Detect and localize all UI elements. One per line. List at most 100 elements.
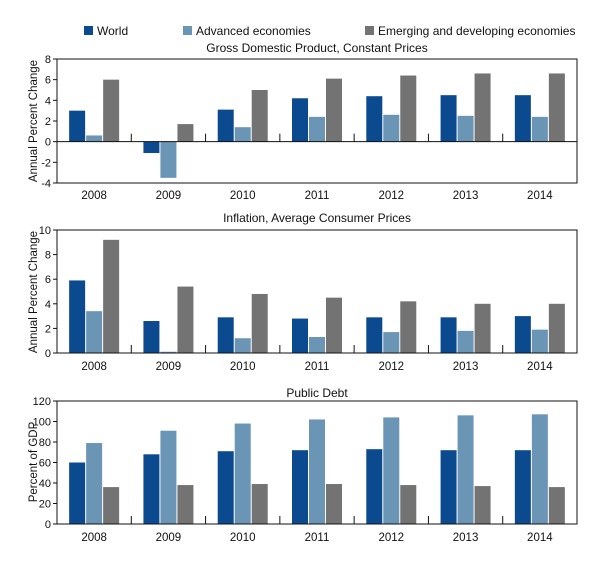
bar-advanced-2013 <box>457 415 474 524</box>
bar-world-2013 <box>440 95 457 142</box>
legend-label-emerging: Emerging and developing economies <box>378 24 575 38</box>
bar-advanced-2010 <box>234 127 251 142</box>
bar-emerging-2010 <box>251 484 268 524</box>
bar-world-2011 <box>292 98 308 142</box>
inflation-panel: Inflation, Average Consumer Prices Annual… <box>28 211 578 373</box>
bar-world-2011 <box>292 450 308 524</box>
bar-world-2011 <box>292 318 308 353</box>
y-axis-label: Annual Percent Change <box>28 60 40 182</box>
legend-label-advanced: Advanced economies <box>196 24 311 38</box>
bar-world-2008 <box>69 462 86 524</box>
x-tick-label: 2011 <box>305 361 330 373</box>
plot-frame <box>56 58 578 184</box>
bar-advanced-2008 <box>86 443 103 524</box>
bar-emerging-2008 <box>103 79 120 142</box>
y-tick-label: 8 <box>45 54 51 66</box>
bar-emerging-2012 <box>400 301 417 353</box>
chart-title: Gross Domestic Product, Constant Prices <box>206 41 427 55</box>
bar-world-2009 <box>143 321 160 353</box>
bar-advanced-2014 <box>531 116 548 142</box>
legend-label-world: World <box>97 24 128 38</box>
y-tick-label: 20 <box>39 499 51 511</box>
gdp-panel: Gross Domestic Product, Constant Prices A… <box>28 41 578 202</box>
bar-advanced-2010 <box>234 423 251 524</box>
bar-world-2012 <box>366 449 383 524</box>
x-tick-label: 2011 <box>305 532 330 544</box>
bar-advanced-2009 <box>160 351 177 353</box>
bar-world-2014 <box>514 450 531 524</box>
bar-emerging-2013 <box>474 303 491 353</box>
bar-emerging-2013 <box>474 486 491 524</box>
bar-advanced-2010 <box>234 338 251 353</box>
bar-advanced-2013 <box>457 115 474 142</box>
x-tick-label: 2009 <box>156 532 182 544</box>
bar-emerging-2011 <box>326 78 342 142</box>
bar-world-2009 <box>143 454 160 524</box>
x-tick-label: 2013 <box>453 190 479 202</box>
y-tick-label: 80 <box>39 437 51 449</box>
bar-advanced-2012 <box>383 417 400 524</box>
legend-swatch-world <box>84 26 93 35</box>
bar-emerging-2012 <box>400 75 417 142</box>
bar-world-2010 <box>217 317 234 353</box>
bar-world-2009 <box>143 141 160 154</box>
bar-emerging-2010 <box>251 293 268 353</box>
plot-frame <box>56 229 578 354</box>
y-tick-label: 0 <box>45 348 51 360</box>
x-tick-label: 2009 <box>156 361 182 373</box>
x-tick-label: 2010 <box>230 361 256 373</box>
bar-advanced-2011 <box>309 116 325 142</box>
bar-emerging-2014 <box>548 487 565 524</box>
y-tick-label: 4 <box>45 299 51 311</box>
bar-emerging-2008 <box>103 487 120 524</box>
bar-emerging-2009 <box>177 286 194 353</box>
public-debt-panel: Public Debt Percent of GDP 0 20 40 60 80 100 120… <box>28 386 578 544</box>
y-tick-label: 6 <box>45 75 51 87</box>
bar-world-2010 <box>217 109 234 142</box>
x-tick-label: 2013 <box>453 361 479 373</box>
bar-advanced-2014 <box>531 414 548 524</box>
bar-advanced-2011 <box>309 337 325 353</box>
y-tick-label: 8 <box>45 250 51 262</box>
legend-swatch-advanced <box>183 26 192 35</box>
bar-advanced-2011 <box>309 419 325 524</box>
bar-advanced-2014 <box>531 329 548 353</box>
bar-world-2013 <box>440 317 457 353</box>
x-tick-label: 2014 <box>527 190 553 202</box>
bar-emerging-2014 <box>548 73 565 142</box>
x-tick-label: 2012 <box>378 190 404 202</box>
bar-world-2008 <box>69 110 86 142</box>
bar-world-2012 <box>366 96 383 142</box>
bar-world-2014 <box>514 95 531 142</box>
x-tick-label: 2010 <box>230 532 256 544</box>
y-tick-label: 120 <box>33 396 51 408</box>
bar-world-2014 <box>514 316 531 353</box>
y-tick-label: 60 <box>39 458 51 470</box>
y-tick-label: 10 <box>39 225 51 237</box>
x-tick-label: 2008 <box>81 361 107 373</box>
bar-emerging-2012 <box>400 485 417 524</box>
x-tick-label: 2010 <box>230 190 256 202</box>
bar-emerging-2009 <box>177 485 194 524</box>
legend-swatch-emerging <box>365 26 374 35</box>
chart-title: Public Debt <box>286 386 348 400</box>
bar-world-2013 <box>440 450 457 524</box>
legend: World Advanced economies Emerging and deve… <box>84 24 575 38</box>
x-tick-label: 2011 <box>305 190 330 202</box>
bar-advanced-2008 <box>86 135 103 142</box>
bar-advanced-2009 <box>160 430 177 524</box>
x-tick-label: 2012 <box>378 361 404 373</box>
bar-advanced-2013 <box>457 330 474 353</box>
x-tick-label: 2008 <box>81 190 107 202</box>
y-tick-label: 0 <box>45 137 51 149</box>
x-tick-label: 2014 <box>527 532 553 544</box>
bar-emerging-2014 <box>548 303 565 353</box>
y-tick-label: 100 <box>33 417 51 429</box>
y-tick-label: 2 <box>45 116 51 128</box>
bar-world-2010 <box>217 451 234 524</box>
bar-advanced-2012 <box>383 332 400 353</box>
bar-emerging-2008 <box>103 239 120 353</box>
bar-advanced-2009 <box>160 141 177 178</box>
bar-emerging-2011 <box>326 484 342 524</box>
